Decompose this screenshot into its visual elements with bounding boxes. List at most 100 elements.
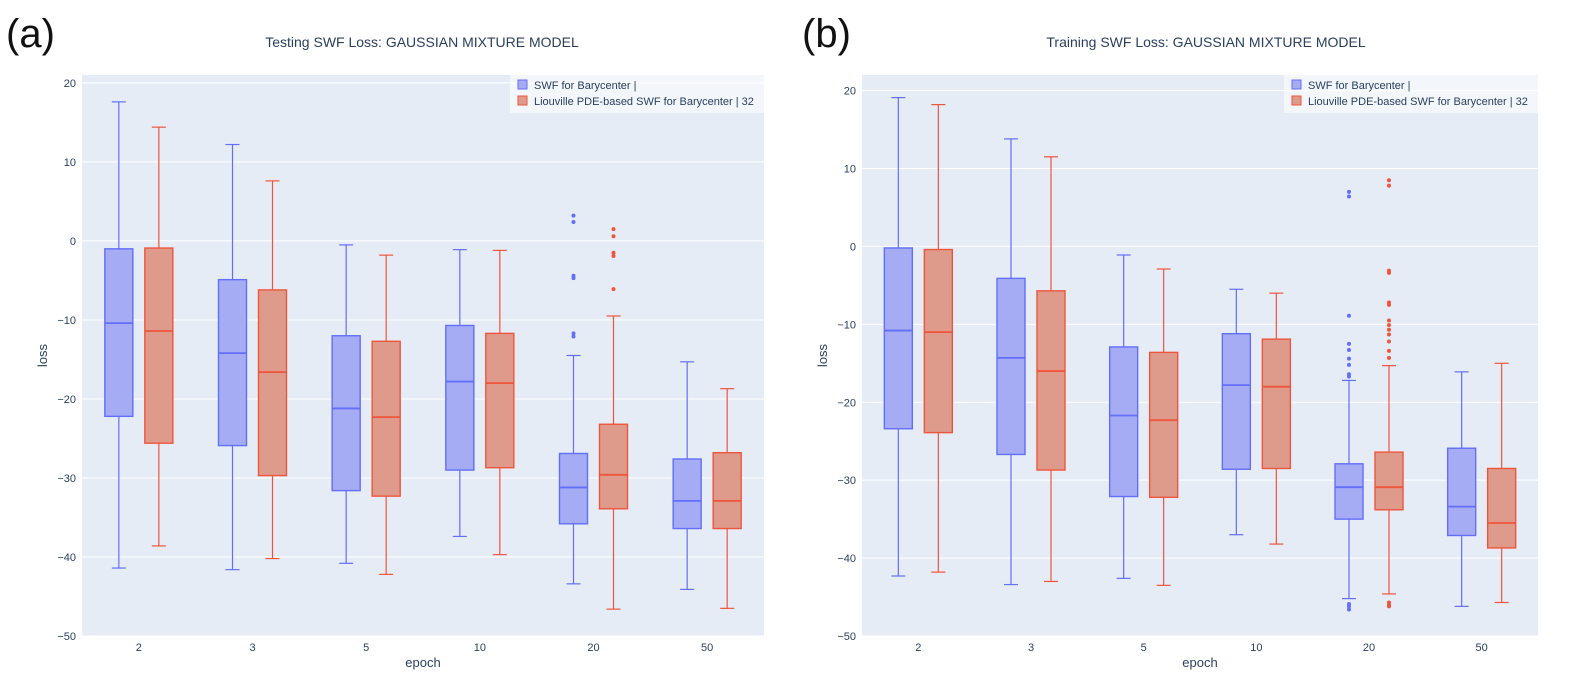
box <box>996 277 1026 456</box>
outlier-point <box>611 227 616 232</box>
outlier-point <box>1387 318 1391 323</box>
outlier-point <box>1387 604 1391 609</box>
y-tick-label: −50 <box>837 631 856 643</box>
y-tick-label: 20 <box>64 78 76 90</box>
y-tick-label: −20 <box>837 397 856 409</box>
outlier-point <box>611 253 616 258</box>
y-tick-label: −40 <box>837 553 856 565</box>
box <box>1221 332 1252 470</box>
y-tick-label: −30 <box>837 475 856 487</box>
legend-label: Liouville PDE-based SWF for Barycenter |… <box>1308 96 1528 108</box>
legend-label: SWF for Barycenter | <box>534 80 637 92</box>
y-axis-label: loss <box>35 343 50 367</box>
y-tick-label: −50 <box>57 631 76 643</box>
y-tick-label: −10 <box>837 319 856 331</box>
box <box>104 248 134 418</box>
outlier-point <box>1387 270 1391 275</box>
panel-letter: (b) <box>802 12 851 56</box>
x-axis-label: epoch <box>1182 655 1217 670</box>
outlier-point <box>611 287 616 292</box>
box <box>144 247 174 444</box>
outlier-point <box>571 213 576 218</box>
panel-a: (a) 20 10 0 −10 −20 −30 −40 −50 2 3 5 10 20 50 Testing… <box>6 12 764 670</box>
y-tick-label: 0 <box>850 241 856 253</box>
x-tick-label: 20 <box>587 642 599 654</box>
outlier-point <box>1387 183 1391 188</box>
legend-swatch <box>1291 95 1302 106</box>
x-tick-label: 2 <box>136 642 142 654</box>
outlier-point <box>611 234 616 239</box>
panel-letter: (a) <box>6 12 55 56</box>
box <box>331 335 361 492</box>
x-tick-label: 5 <box>363 642 369 654</box>
legend-swatch <box>1291 79 1302 90</box>
plot-area <box>862 75 1538 636</box>
outlier-point <box>1387 302 1391 307</box>
box <box>1486 467 1517 549</box>
box <box>712 451 742 530</box>
box <box>445 324 475 471</box>
plot-area <box>82 75 764 636</box>
x-tick-label: 2 <box>915 642 921 654</box>
legend-swatch <box>517 95 528 106</box>
x-axis-label: epoch <box>405 655 440 670</box>
outlier-point <box>1347 348 1351 353</box>
legend-label: SWF for Barycenter | <box>1308 80 1411 92</box>
box <box>1036 290 1066 471</box>
box <box>923 248 954 434</box>
x-tick-label: 50 <box>1476 642 1488 654</box>
x-tick-label: 10 <box>474 642 486 654</box>
x-tick-label: 5 <box>1141 642 1147 654</box>
y-tick-label: 10 <box>844 164 856 176</box>
y-tick-label: 0 <box>70 236 76 248</box>
outlier-point <box>571 334 576 339</box>
box <box>598 423 629 510</box>
outlier-point <box>1387 323 1391 328</box>
x-tick-label: 10 <box>1250 642 1262 654</box>
legend-background <box>1284 75 1538 113</box>
outlier-point <box>1387 339 1391 344</box>
x-tick-label: 20 <box>1363 642 1375 654</box>
outlier-point <box>1347 341 1351 346</box>
panel-b: (b) 20 10 0 −10 −20 −30 −40 −50 2 3 5 10 20 50 Trainin… <box>798 0 1596 698</box>
box <box>371 340 401 497</box>
legend-background <box>510 75 764 113</box>
legend-swatch <box>517 79 528 90</box>
chart-title: Training SWF Loss: GAUSSIAN MIXTURE MODE… <box>1046 34 1365 50</box>
outlier-point <box>1347 374 1351 379</box>
y-axis-label: loss <box>815 343 830 367</box>
outlier-point <box>611 250 616 255</box>
y-tick-label: −10 <box>57 315 76 327</box>
y-tick-label: 20 <box>844 86 856 98</box>
outlier-point <box>1387 332 1391 337</box>
outlier-point <box>1347 362 1351 367</box>
y-tick-label: −30 <box>57 473 76 485</box>
outlier-point <box>1347 356 1351 361</box>
outlier-point <box>1387 355 1391 360</box>
outlier-point <box>1347 189 1351 194</box>
outlier-point <box>1387 178 1391 183</box>
legend-label: Liouville PDE-based SWF for Barycenter |… <box>534 96 754 108</box>
box <box>485 332 515 469</box>
box <box>1334 463 1364 520</box>
x-tick-label: 3 <box>249 642 255 654</box>
box <box>1261 338 1292 470</box>
outlier-point <box>1347 313 1351 318</box>
outlier-point <box>571 331 576 336</box>
outlier-point <box>571 219 576 224</box>
box <box>558 452 589 525</box>
box <box>257 289 288 477</box>
x-tick-label: 3 <box>1028 642 1034 654</box>
chart-testing-loss: 20 10 0 −10 −20 −30 −40 −50 2 3 5 10 20 50 Testing SWF… <box>35 34 764 670</box>
y-tick-label: −40 <box>57 552 76 564</box>
outlier-point <box>1347 194 1351 199</box>
chart-title: Testing SWF Loss: GAUSSIAN MIXTURE MODEL <box>265 34 579 50</box>
box <box>1108 346 1139 498</box>
outlier-point <box>1387 348 1391 353</box>
outlier-point <box>1387 327 1391 332</box>
y-tick-label: −20 <box>57 394 76 406</box>
y-tick-label: 10 <box>64 157 76 169</box>
box <box>217 278 248 447</box>
box <box>883 247 914 430</box>
chart-training-loss: 20 10 0 −10 −20 −30 −40 −50 2 3 5 10 20 50 Training SW… <box>815 34 1538 670</box>
